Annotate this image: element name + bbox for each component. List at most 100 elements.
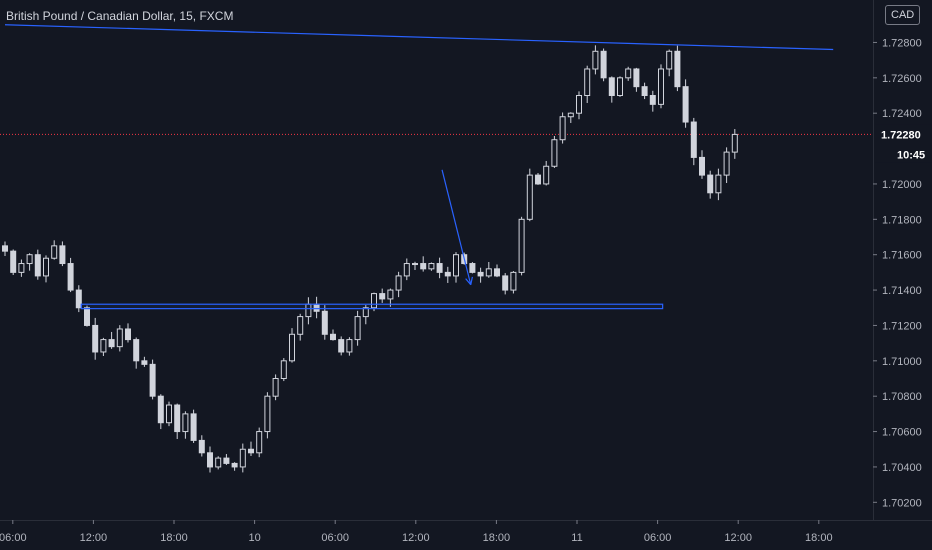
candle[interactable] <box>198 435 205 457</box>
candle-body-up <box>625 68 632 79</box>
candle[interactable] <box>190 409 197 443</box>
candle[interactable] <box>723 147 730 183</box>
candle[interactable] <box>354 310 361 346</box>
candle[interactable] <box>453 252 459 283</box>
candle[interactable] <box>59 241 66 267</box>
candle[interactable] <box>494 264 500 278</box>
candle[interactable] <box>108 331 115 349</box>
candle[interactable] <box>412 261 418 271</box>
down-arrow[interactable] <box>441 169 473 286</box>
candle[interactable] <box>674 45 681 92</box>
candle[interactable] <box>617 76 623 97</box>
candle[interactable] <box>92 317 99 360</box>
candle[interactable] <box>248 441 254 456</box>
candle[interactable] <box>215 456 222 470</box>
candle[interactable] <box>477 267 484 283</box>
candle-body-up <box>43 257 49 277</box>
candle[interactable] <box>699 150 705 179</box>
candle[interactable] <box>543 160 550 186</box>
candle[interactable] <box>141 356 148 367</box>
candle[interactable] <box>510 271 517 294</box>
candle[interactable] <box>444 266 451 283</box>
candle[interactable] <box>346 337 353 356</box>
price-axis[interactable]: 1.72800 1.72600 1.72400 1.72000 1.71800 1.716… <box>873 37 922 509</box>
candle[interactable] <box>625 66 632 81</box>
candle[interactable] <box>469 262 476 274</box>
candle[interactable] <box>584 65 591 103</box>
candle[interactable] <box>157 394 164 430</box>
support-zone[interactable] <box>80 303 664 310</box>
candle[interactable] <box>641 82 648 100</box>
candle[interactable] <box>567 112 574 123</box>
candle[interactable] <box>264 392 271 439</box>
currency-badge[interactable]: CAD <box>885 5 921 25</box>
candle[interactable] <box>2 241 8 257</box>
x-tick-label: 06:00 <box>0 532 27 544</box>
candle[interactable] <box>485 261 492 278</box>
candle[interactable] <box>256 427 263 458</box>
candle[interactable] <box>207 446 213 473</box>
candle[interactable] <box>600 48 607 82</box>
candle[interactable] <box>395 271 402 298</box>
candle[interactable] <box>633 67 640 92</box>
candle[interactable] <box>535 173 541 185</box>
candle[interactable] <box>280 358 287 382</box>
candle[interactable] <box>75 285 82 313</box>
candle[interactable] <box>518 216 525 276</box>
candle[interactable] <box>551 135 558 168</box>
candle[interactable] <box>297 313 304 341</box>
candle[interactable] <box>149 359 156 400</box>
candle[interactable] <box>403 258 410 281</box>
candle[interactable] <box>682 79 689 128</box>
candle-body-down <box>649 95 656 105</box>
resistance-trendline[interactable] <box>4 24 834 51</box>
candle[interactable] <box>116 325 123 352</box>
candle[interactable] <box>608 76 615 103</box>
candle[interactable] <box>18 259 25 277</box>
candle[interactable] <box>338 336 345 356</box>
candle[interactable] <box>231 462 238 471</box>
candle[interactable] <box>559 112 566 144</box>
candle-body-up <box>592 50 599 70</box>
candle[interactable] <box>272 374 279 401</box>
candle[interactable] <box>34 249 41 280</box>
candle[interactable] <box>182 411 189 439</box>
candle[interactable] <box>51 240 58 260</box>
x-tick-label: 18:00 <box>160 532 188 544</box>
candle[interactable] <box>731 129 738 159</box>
candle[interactable] <box>239 443 246 473</box>
candle[interactable] <box>592 45 599 75</box>
candle[interactable] <box>690 117 697 166</box>
candle[interactable] <box>666 49 673 77</box>
candle[interactable] <box>428 262 435 271</box>
candle[interactable] <box>100 337 107 356</box>
candle[interactable] <box>502 273 509 295</box>
candle[interactable] <box>379 288 386 303</box>
candle[interactable] <box>43 255 49 283</box>
candle[interactable] <box>67 257 74 293</box>
candle[interactable] <box>330 329 336 341</box>
candle[interactable] <box>420 256 427 272</box>
candle[interactable] <box>649 90 656 112</box>
candle[interactable] <box>289 328 295 363</box>
candle[interactable] <box>223 454 230 465</box>
candle-body-down <box>198 439 205 454</box>
candle[interactable] <box>321 305 328 340</box>
candle[interactable] <box>436 257 443 279</box>
candle[interactable] <box>526 168 533 222</box>
candle[interactable] <box>26 253 33 271</box>
time-axis[interactable]: 06:00 12:00 18:00 10 06:00 12:00 18:00 11 06:00 1… <box>0 520 833 544</box>
candle[interactable] <box>174 403 181 440</box>
candle[interactable] <box>707 170 714 199</box>
candle[interactable] <box>658 64 664 109</box>
candle[interactable] <box>715 168 722 201</box>
candle-body-down <box>190 413 197 441</box>
candle[interactable] <box>166 401 172 427</box>
candle[interactable] <box>10 249 17 275</box>
candle[interactable] <box>125 323 131 343</box>
candle[interactable] <box>305 297 312 325</box>
candle[interactable] <box>576 91 582 120</box>
candle[interactable] <box>133 337 140 369</box>
candle-body-down <box>690 121 697 158</box>
